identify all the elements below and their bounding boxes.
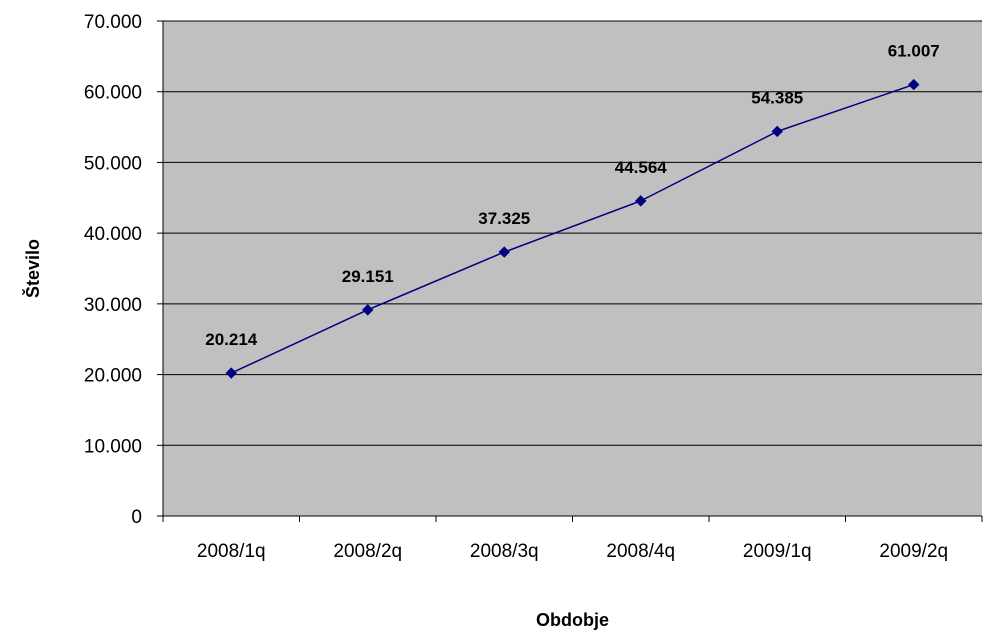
- data-label-5: 61.007: [888, 42, 940, 61]
- y-tick-label-5: 50.000: [84, 153, 142, 174]
- y-tick-label-3: 30.000: [84, 295, 142, 316]
- data-label-2: 37.325: [478, 209, 530, 228]
- y-axis-title: Število: [22, 239, 43, 298]
- y-tick-label-1: 10.000: [84, 436, 142, 457]
- y-tick-label-6: 60.000: [84, 83, 142, 104]
- data-label-0: 20.214: [205, 330, 258, 349]
- y-axis-ticks: 0 10.000 20.000 30.000 40.000 50.000 60.000 70.…: [84, 12, 163, 528]
- x-tick-label-0: 2008/1q: [197, 541, 266, 562]
- data-point-2: [498, 246, 510, 258]
- x-tick-label-5: 2009/2q: [879, 541, 948, 562]
- gridlines: [163, 20, 982, 446]
- data-point-5: [908, 78, 920, 91]
- data-labels: 20.214 29.151 37.325 44.564 54.385 61.007: [205, 42, 940, 349]
- y-tick-label-0: 0: [131, 507, 142, 528]
- data-label-1: 29.151: [342, 267, 394, 286]
- data-label-3: 44.564: [615, 158, 668, 177]
- data-point-4: [771, 125, 783, 138]
- x-axis-ticks: 2008/1q 2008/2q 2008/3q 2008/4q 2009/1q 2009/…: [162, 516, 983, 562]
- y-tick-label-2: 20.000: [84, 366, 142, 387]
- series-group: [225, 78, 920, 379]
- data-point-1: [362, 304, 374, 316]
- plot-area: [163, 21, 982, 516]
- y-tick-label-4: 40.000: [84, 224, 142, 245]
- data-label-4: 54.385: [751, 88, 803, 107]
- x-tick-label-1: 2008/2q: [333, 541, 402, 562]
- y-tick-label-7: 70.000: [84, 12, 142, 33]
- x-tick-label-4: 2009/1q: [743, 541, 812, 562]
- x-axis-title: Obdobje: [536, 610, 609, 630]
- x-tick-label-2: 2008/3q: [470, 541, 539, 562]
- series-line-0: [230, 83, 914, 374]
- x-tick-label-3: 2008/4q: [606, 541, 675, 562]
- data-point-3: [635, 195, 647, 207]
- data-point-0: [225, 367, 237, 379]
